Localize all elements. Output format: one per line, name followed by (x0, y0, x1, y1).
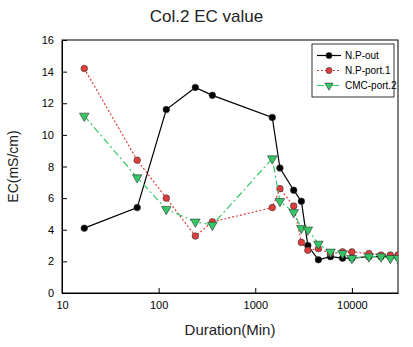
y-tick: 8 (48, 161, 67, 173)
legend-marker (325, 83, 333, 90)
y-tick: 16 (42, 34, 67, 46)
y-tick-mark (62, 261, 67, 262)
y-tick-mark (62, 135, 67, 136)
legend-item: N.P-port.1 (317, 65, 391, 76)
series-marker (298, 198, 305, 205)
series-marker (376, 254, 386, 262)
series-marker (290, 187, 297, 194)
title: Col.2 EC value (150, 7, 263, 26)
y-tick-label: 12 (42, 97, 54, 109)
series-marker (326, 249, 336, 257)
series-marker (134, 204, 141, 211)
y-tick-mark (62, 230, 67, 231)
y-tick: 0 (48, 287, 67, 299)
x-axis-title: Duration(Min) (185, 321, 276, 338)
y-tick-mark (62, 198, 67, 199)
y-tick-mark (62, 103, 67, 104)
plot-area: 10 100 1000 10000 0 2 4 6 8 10 12 14 16 N.P-out N.P-po… (42, 34, 403, 311)
series-line (84, 87, 398, 259)
legend-item: CMC-port.2 (317, 80, 397, 91)
series-marker (349, 249, 356, 256)
series-marker (191, 219, 201, 227)
x-tick-label: 10000 (337, 299, 368, 311)
series-marker (275, 199, 285, 207)
y-axis-title: EC(mS/cm) (5, 130, 21, 202)
y-tick: 10 (42, 129, 67, 141)
y-tick: 6 (48, 192, 67, 204)
series-marker (161, 206, 171, 214)
series-marker (163, 195, 170, 202)
series-marker (267, 156, 277, 164)
y-axis: 0 2 4 6 8 10 12 14 16 (42, 34, 67, 299)
x-tick-label: 100 (150, 299, 168, 311)
series-marker (393, 255, 398, 263)
x-tick: 10000 (337, 288, 368, 311)
series-marker (305, 247, 312, 254)
y-tick-label: 4 (48, 224, 54, 236)
x-axis-line (63, 293, 399, 294)
legend-label: CMC-port.2 (345, 80, 397, 91)
x-tick-mark (255, 288, 256, 293)
x-axis: 10 100 1000 10000 (56, 288, 398, 311)
series-marker (134, 157, 141, 164)
series-marker (290, 203, 297, 210)
y-tick: 12 (42, 97, 67, 109)
y-tick-label: 16 (42, 34, 54, 46)
y-tick-mark (62, 72, 67, 73)
chart: 10 100 1000 10000 0 2 4 6 8 10 12 14 16 N.P-out N.P-po… (0, 0, 413, 347)
series-marker (303, 227, 313, 235)
series-marker (338, 251, 348, 259)
legend-label: N.P-out (345, 50, 379, 61)
x-tick-mark (159, 288, 160, 293)
x-tick-label: 1000 (244, 299, 268, 311)
series-marker (79, 113, 89, 121)
series-marker (132, 175, 142, 183)
x-tick: 1000 (244, 288, 268, 311)
legend-item: N.P-out (317, 50, 379, 61)
series-marker (209, 92, 216, 99)
y-tick-label: 2 (48, 255, 54, 267)
plot-frame (62, 40, 398, 293)
legend: N.P-out N.P-port.1 CMC-port.2 (312, 44, 397, 97)
series-marker (289, 210, 299, 218)
series-marker (192, 233, 199, 240)
series-marker (364, 254, 374, 262)
legend-marker (326, 67, 332, 73)
series-marker (314, 241, 324, 249)
legend-label: N.P-port.1 (345, 65, 391, 76)
series-marker (192, 84, 199, 91)
series-marker (277, 165, 284, 172)
legend-marker (326, 52, 332, 58)
y-tick: 2 (48, 255, 67, 267)
y-tick-label: 8 (48, 161, 54, 173)
y-tick-label: 10 (42, 129, 54, 141)
y-tick-mark (62, 40, 67, 41)
y-tick: 14 (42, 66, 67, 78)
series-marker (81, 65, 88, 72)
x-tick-label: 10 (56, 299, 68, 311)
series-marker (208, 222, 218, 230)
y-tick: 4 (48, 224, 67, 236)
series-marker (269, 204, 276, 211)
x-tick: 100 (150, 288, 168, 311)
x-tick-mark (352, 288, 353, 293)
y-tick-mark (62, 293, 67, 294)
series-marker (269, 114, 276, 121)
series-marker (163, 106, 170, 113)
series-marker (315, 257, 322, 264)
y-tick-mark (62, 167, 67, 168)
series-marker (81, 225, 88, 232)
y-tick-label: 14 (42, 66, 54, 78)
series-marker (347, 255, 357, 263)
series-marker (298, 239, 305, 246)
y-tick-label: 6 (48, 192, 54, 204)
y-tick-label: 0 (48, 287, 54, 299)
series-line (84, 116, 398, 258)
